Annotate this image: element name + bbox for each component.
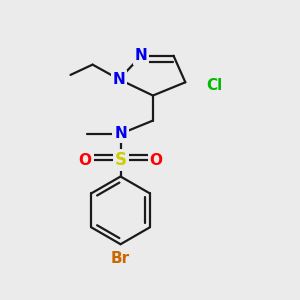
Text: N: N xyxy=(113,72,125,87)
Text: O: O xyxy=(79,153,92,168)
Text: Cl: Cl xyxy=(207,78,223,93)
Text: O: O xyxy=(149,153,162,168)
Text: Br: Br xyxy=(111,251,130,266)
Text: N: N xyxy=(135,48,148,63)
Text: S: S xyxy=(115,151,127,169)
Text: N: N xyxy=(114,126,127,141)
